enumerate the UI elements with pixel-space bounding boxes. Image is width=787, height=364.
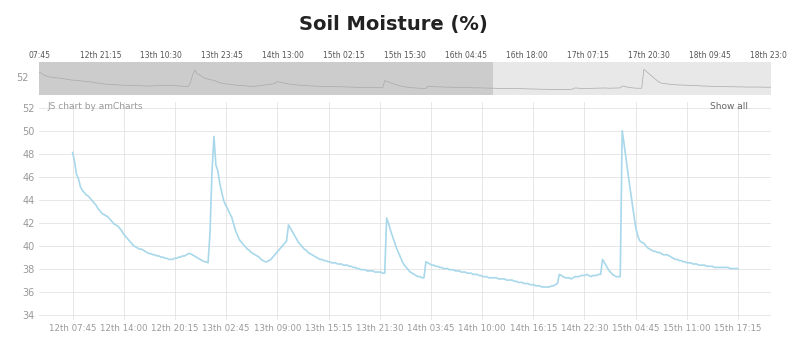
Text: 17th 07:15: 17th 07:15: [567, 51, 609, 60]
Text: 16th 04:45: 16th 04:45: [445, 51, 487, 60]
Text: JS chart by amCharts: JS chart by amCharts: [47, 102, 142, 111]
Text: 16th 18:00: 16th 18:00: [506, 51, 549, 60]
Text: 13th 23:45: 13th 23:45: [201, 51, 243, 60]
Text: 18th 23:00: 18th 23:00: [750, 51, 787, 60]
Text: 14th 13:00: 14th 13:00: [262, 51, 305, 60]
Bar: [39, 62, 493, 95]
Text: 13th 10:30: 13th 10:30: [140, 51, 183, 60]
Text: 07:45: 07:45: [28, 51, 50, 60]
Text: Soil Moisture (%): Soil Moisture (%): [299, 15, 488, 33]
Text: 18th 09:45: 18th 09:45: [689, 51, 731, 60]
Text: Show all: Show all: [710, 102, 748, 111]
Text: 15th 15:30: 15th 15:30: [384, 51, 427, 60]
Text: 15th 02:15: 15th 02:15: [323, 51, 365, 60]
Text: 17th 20:30: 17th 20:30: [628, 51, 671, 60]
Text: 12th 21:15: 12th 21:15: [79, 51, 121, 60]
Text: 52: 52: [16, 73, 28, 83]
